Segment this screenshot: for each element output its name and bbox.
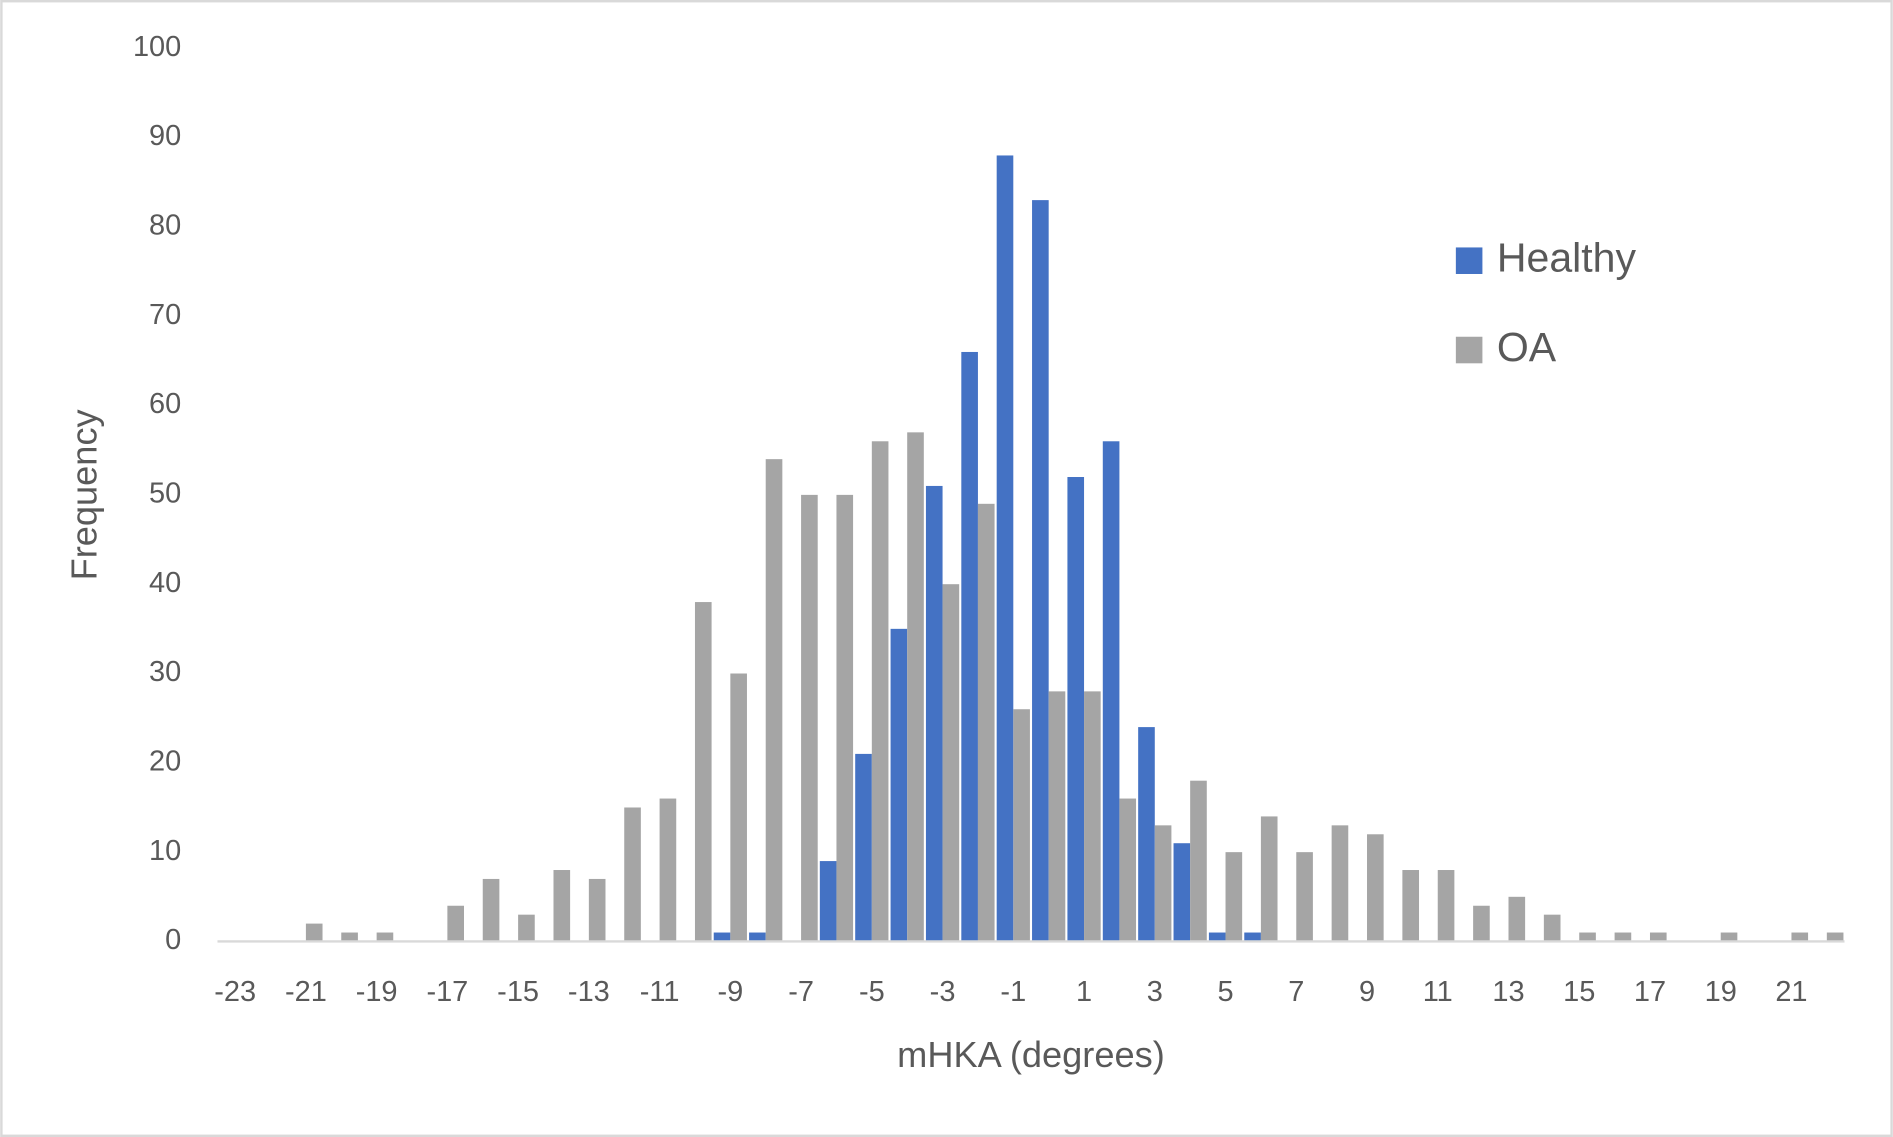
bar: [482, 878, 500, 942]
bar: [907, 432, 924, 942]
bar: [996, 155, 1014, 942]
bar: [659, 798, 677, 942]
bar: [1579, 932, 1596, 942]
bar: [376, 932, 394, 942]
x-tick-label: -13: [568, 976, 610, 1008]
bar: [1508, 896, 1526, 942]
bar: [1102, 441, 1120, 942]
bar: [1244, 932, 1261, 942]
y-tick-label: 20: [149, 745, 181, 777]
bar: [925, 485, 943, 942]
bar: [977, 503, 995, 942]
legend-label: OA: [1497, 324, 1557, 370]
x-tick-label: -19: [356, 976, 398, 1008]
bar: [447, 905, 465, 942]
x-tick-label: 3: [1147, 976, 1163, 1008]
y-tick-label: 50: [149, 478, 181, 510]
bar: [871, 441, 889, 942]
x-tick-label: -3: [930, 976, 956, 1008]
bar: [1190, 780, 1207, 942]
x-tick-label: -9: [717, 976, 743, 1008]
y-tick-label: 70: [149, 299, 181, 331]
bar: [553, 870, 571, 942]
bar: [1437, 870, 1455, 942]
bar: [1013, 709, 1030, 942]
bar: [1720, 932, 1738, 942]
bar: [1367, 834, 1384, 942]
bar: [1260, 816, 1278, 942]
bar: [855, 753, 872, 942]
bar: [749, 932, 766, 942]
x-tick-label: -5: [859, 976, 885, 1008]
bar: [1826, 932, 1844, 942]
legend-swatch: [1455, 247, 1483, 274]
bar: [1048, 691, 1066, 942]
x-tick-label: -15: [497, 976, 539, 1008]
x-tick-label: 21: [1775, 976, 1807, 1008]
bar: [890, 628, 908, 942]
bar: [1791, 932, 1809, 942]
bar: [819, 861, 837, 942]
bar: [1402, 870, 1420, 942]
x-tick-label: -23: [214, 976, 256, 1008]
x-tick-label: -17: [426, 976, 468, 1008]
x-tick-label: 5: [1217, 976, 1233, 1008]
x-tick-label: 7: [1288, 976, 1304, 1008]
bar: [942, 584, 960, 942]
x-tick-label: -21: [285, 976, 327, 1008]
y-tick-label: 30: [149, 656, 181, 688]
bar: [694, 602, 712, 942]
bar: [1649, 932, 1667, 942]
bar: [1296, 852, 1313, 942]
y-tick-label: 40: [149, 567, 181, 599]
bar: [341, 932, 358, 942]
bar: [1032, 200, 1049, 942]
bar: [588, 878, 606, 942]
bar: [730, 673, 747, 942]
y-tick-label: 10: [149, 835, 181, 867]
bar: [961, 351, 978, 942]
bar: [518, 914, 535, 942]
x-tick-label: 9: [1359, 976, 1375, 1008]
x-axis-title: mHKA (degrees): [897, 1034, 1165, 1075]
bar: [1173, 843, 1191, 942]
bar: [1138, 727, 1155, 942]
bar: [1119, 798, 1137, 942]
bar: [624, 807, 641, 942]
bar: [1154, 825, 1172, 942]
x-tick-label: 15: [1563, 976, 1595, 1008]
x-tick-label: 13: [1492, 976, 1524, 1008]
y-tick-label: 0: [165, 924, 181, 956]
bar: [1067, 477, 1085, 942]
x-tick-label: 19: [1705, 976, 1737, 1008]
bar: [801, 494, 818, 942]
y-axis-title: Frequency: [64, 408, 105, 580]
legend-swatch: [1455, 336, 1483, 364]
bar: [1225, 852, 1243, 942]
y-tick-label: 80: [149, 210, 181, 242]
bar: [713, 932, 731, 942]
bar: [765, 459, 783, 942]
x-tick-label: 1: [1076, 976, 1092, 1008]
y-tick-label: 60: [149, 388, 181, 420]
legend-label: Healthy: [1497, 235, 1637, 281]
x-tick-label: -11: [640, 976, 680, 1008]
y-tick-label: 100: [133, 31, 181, 63]
bar: [1473, 905, 1490, 942]
bar: [836, 494, 854, 942]
bar: [1543, 914, 1561, 942]
x-tick-label: 17: [1634, 976, 1666, 1008]
bar: [1084, 691, 1101, 942]
y-tick-label: 90: [149, 120, 181, 152]
bar: [305, 923, 323, 942]
x-tick-label: 11: [1423, 976, 1453, 1008]
x-tick-label: -7: [788, 976, 814, 1008]
bar: [1331, 825, 1349, 942]
bar: [1208, 932, 1226, 942]
bar: [1614, 932, 1632, 942]
x-tick-label: -1: [1000, 976, 1026, 1008]
